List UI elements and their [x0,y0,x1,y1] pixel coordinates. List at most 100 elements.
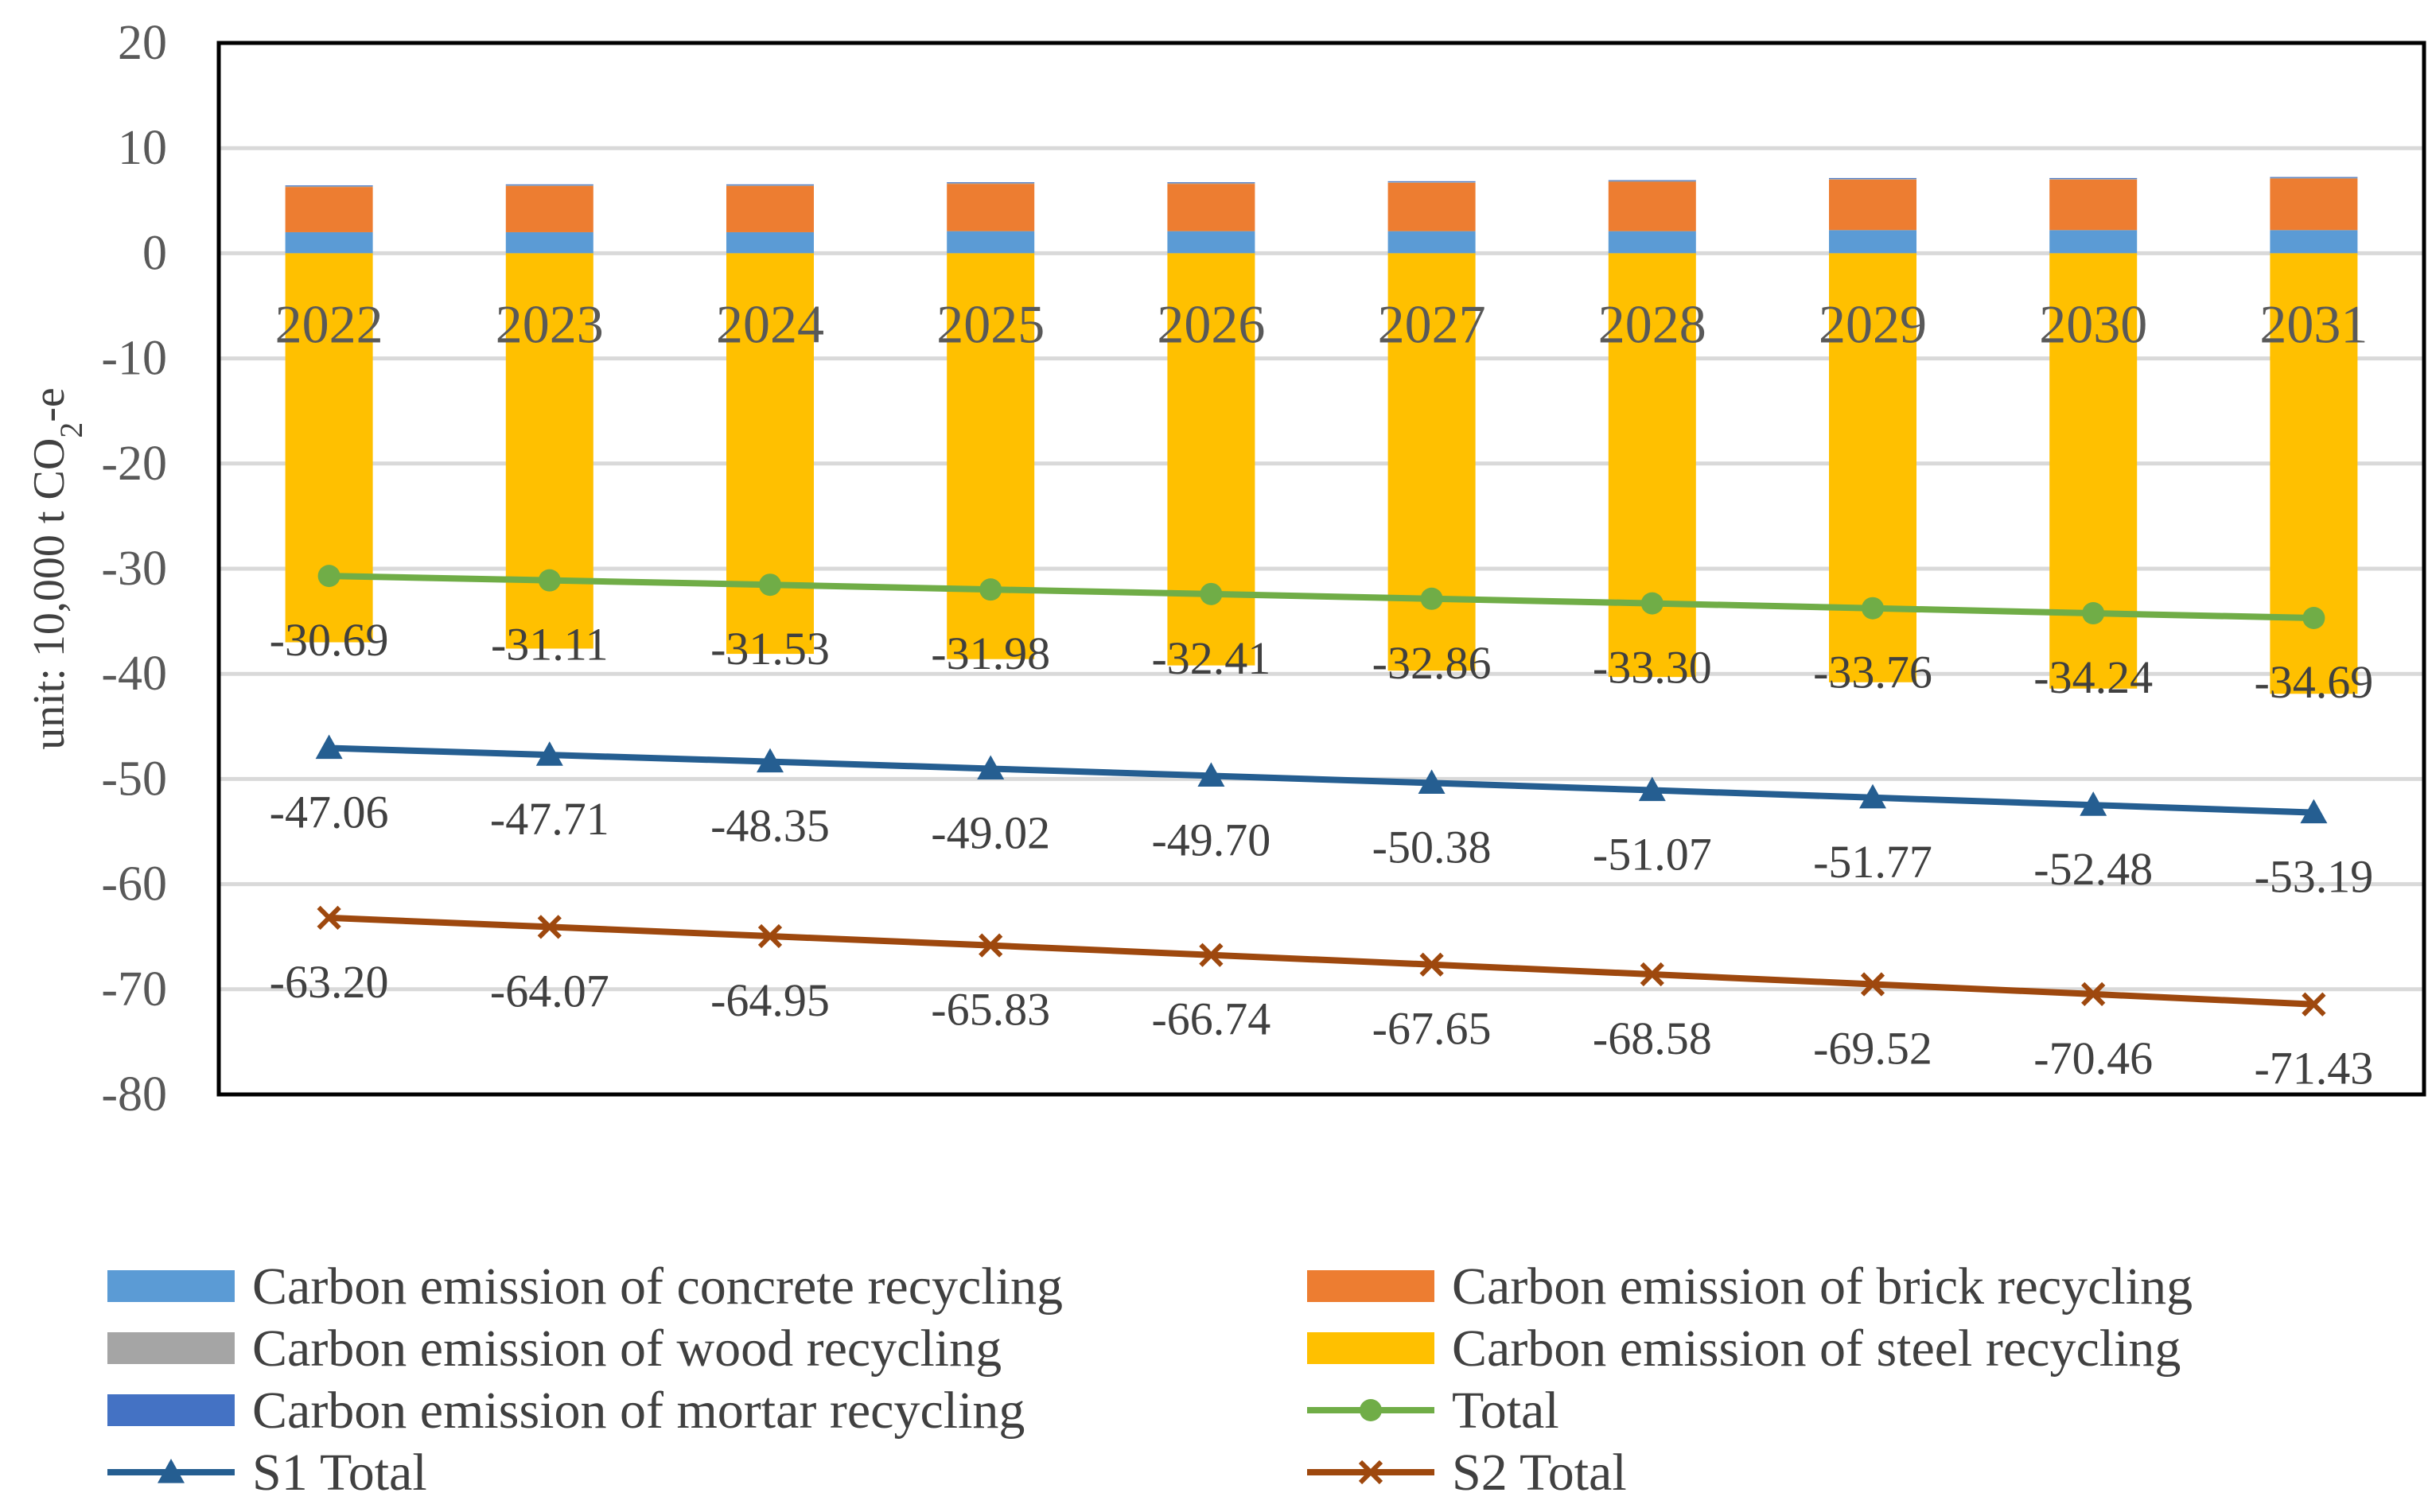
legend-label: S2 Total [1452,1444,1627,1502]
legend: Carbon emission of concrete recycling Car… [107,1257,2193,1502]
line-marker [1640,962,1664,987]
plot-area-border [216,41,2426,1097]
data-label: -50.38 [1372,821,1492,873]
bar-segment [2049,177,2138,179]
legend-label: S1 Total [252,1444,427,1502]
data-label: -66.74 [1151,993,1270,1045]
bar-segment [1167,184,1255,231]
bar-segment [2049,179,2138,231]
line-marker [1199,943,1224,967]
legend-label: Carbon emission of mortar recycling [252,1382,1025,1440]
category-label: 2027 [1378,293,1486,354]
bar-segment [726,185,814,232]
line-marker [1360,1399,1382,1421]
line-marker [2302,607,2325,630]
data-label: -65.83 [931,984,1050,1036]
data-label: -34.24 [2033,651,2153,703]
line-marker [1197,762,1225,787]
bar-segment [1829,230,1916,254]
category-label: 2030 [2039,293,2147,354]
bar-segment [1608,181,1696,231]
line-marker [977,755,1005,780]
bar-segment [2270,177,2358,178]
legend-swatch [1307,1332,1434,1364]
series-line [329,914,2314,1008]
bar-segment [1829,177,1916,179]
bar-segment [1167,182,1255,184]
legend-label: Carbon emission of steel recycling [1452,1320,2181,1378]
data-label: -34.69 [2254,656,2373,708]
line-marker [979,933,1003,958]
category-label: 2026 [1157,293,1265,354]
bar-segment [1387,181,1476,183]
data-label: -63.20 [270,956,389,1008]
data-label: -68.58 [1593,1013,1712,1064]
bar-segment [1608,231,1696,254]
line-marker [1420,587,1443,610]
data-label: -48.35 [710,800,830,852]
line-marker [315,734,343,760]
data-label: -31.11 [491,619,609,670]
line-marker [1418,769,1446,795]
line-marker [2081,981,2106,1007]
data-label: -49.70 [1151,814,1270,865]
y-tick-label: 10 [118,121,167,175]
legend-item: Carbon emission of wood recycling [107,1320,1002,1378]
line-marker [759,573,781,597]
line-marker [1419,952,1444,977]
line-marker [2082,602,2105,625]
data-label: -71.43 [2254,1043,2373,1094]
data-label: -51.77 [1813,836,1932,888]
category-label: 2022 [275,293,383,354]
bar-segment [1387,231,1476,254]
bar-segment [1387,181,1476,182]
bar-segment [505,231,593,254]
bar-segment [2270,177,2358,179]
bar-segment [947,182,1035,185]
y-tick-label: -10 [101,332,167,386]
category-label: 2031 [2259,293,2368,354]
legend-item: Total [1307,1382,1559,1440]
bar-segment [505,185,593,232]
line-marker [535,741,563,766]
data-label: -30.69 [270,614,389,666]
bar-segment [285,185,373,188]
legend-swatch [107,1270,235,1302]
bar-segment [947,231,1035,254]
line-marker [1860,972,1885,997]
data-label: -47.71 [490,793,609,845]
data-label: -52.48 [2033,843,2153,895]
line-marker [2302,992,2326,1016]
line-marker [1200,582,1223,605]
data-label: -64.07 [490,965,609,1016]
line-marker [537,915,562,939]
data-label: -70.46 [2033,1032,2153,1084]
line-marker [757,748,784,773]
category-label: 2029 [1819,293,1927,354]
category-label: 2028 [1598,293,1706,354]
bar-segment [285,231,373,254]
series-line [329,744,2314,816]
legend-item: Carbon emission of steel recycling [1307,1320,2181,1378]
y-tick-label: 20 [118,16,167,70]
legend-item: S2 Total [1307,1444,1627,1502]
bar-segment [947,182,1035,184]
line-marker [2300,799,2328,824]
line-marker [979,578,1002,601]
legend-label: Carbon emission of brick recycling [1452,1257,2193,1316]
y-tick-label: -40 [101,647,167,701]
y-tick-label: -70 [101,962,167,1016]
line-marker [2080,791,2107,816]
y-tick-label: 0 [142,226,167,280]
data-label: -67.65 [1372,1003,1492,1055]
line-marker [1638,776,1666,802]
data-label: -32.41 [1151,632,1270,684]
data-label: -53.19 [2254,851,2373,903]
line-marker [317,905,341,931]
bar-segment [285,185,373,187]
bar-segment [1387,182,1476,231]
data-labels: -30.69 -31.11 -31.53 -31.98 -32.41 -32.86 -33.… [270,614,2374,1094]
category-label: 2023 [496,293,604,354]
data-label: -49.02 [931,807,1050,858]
